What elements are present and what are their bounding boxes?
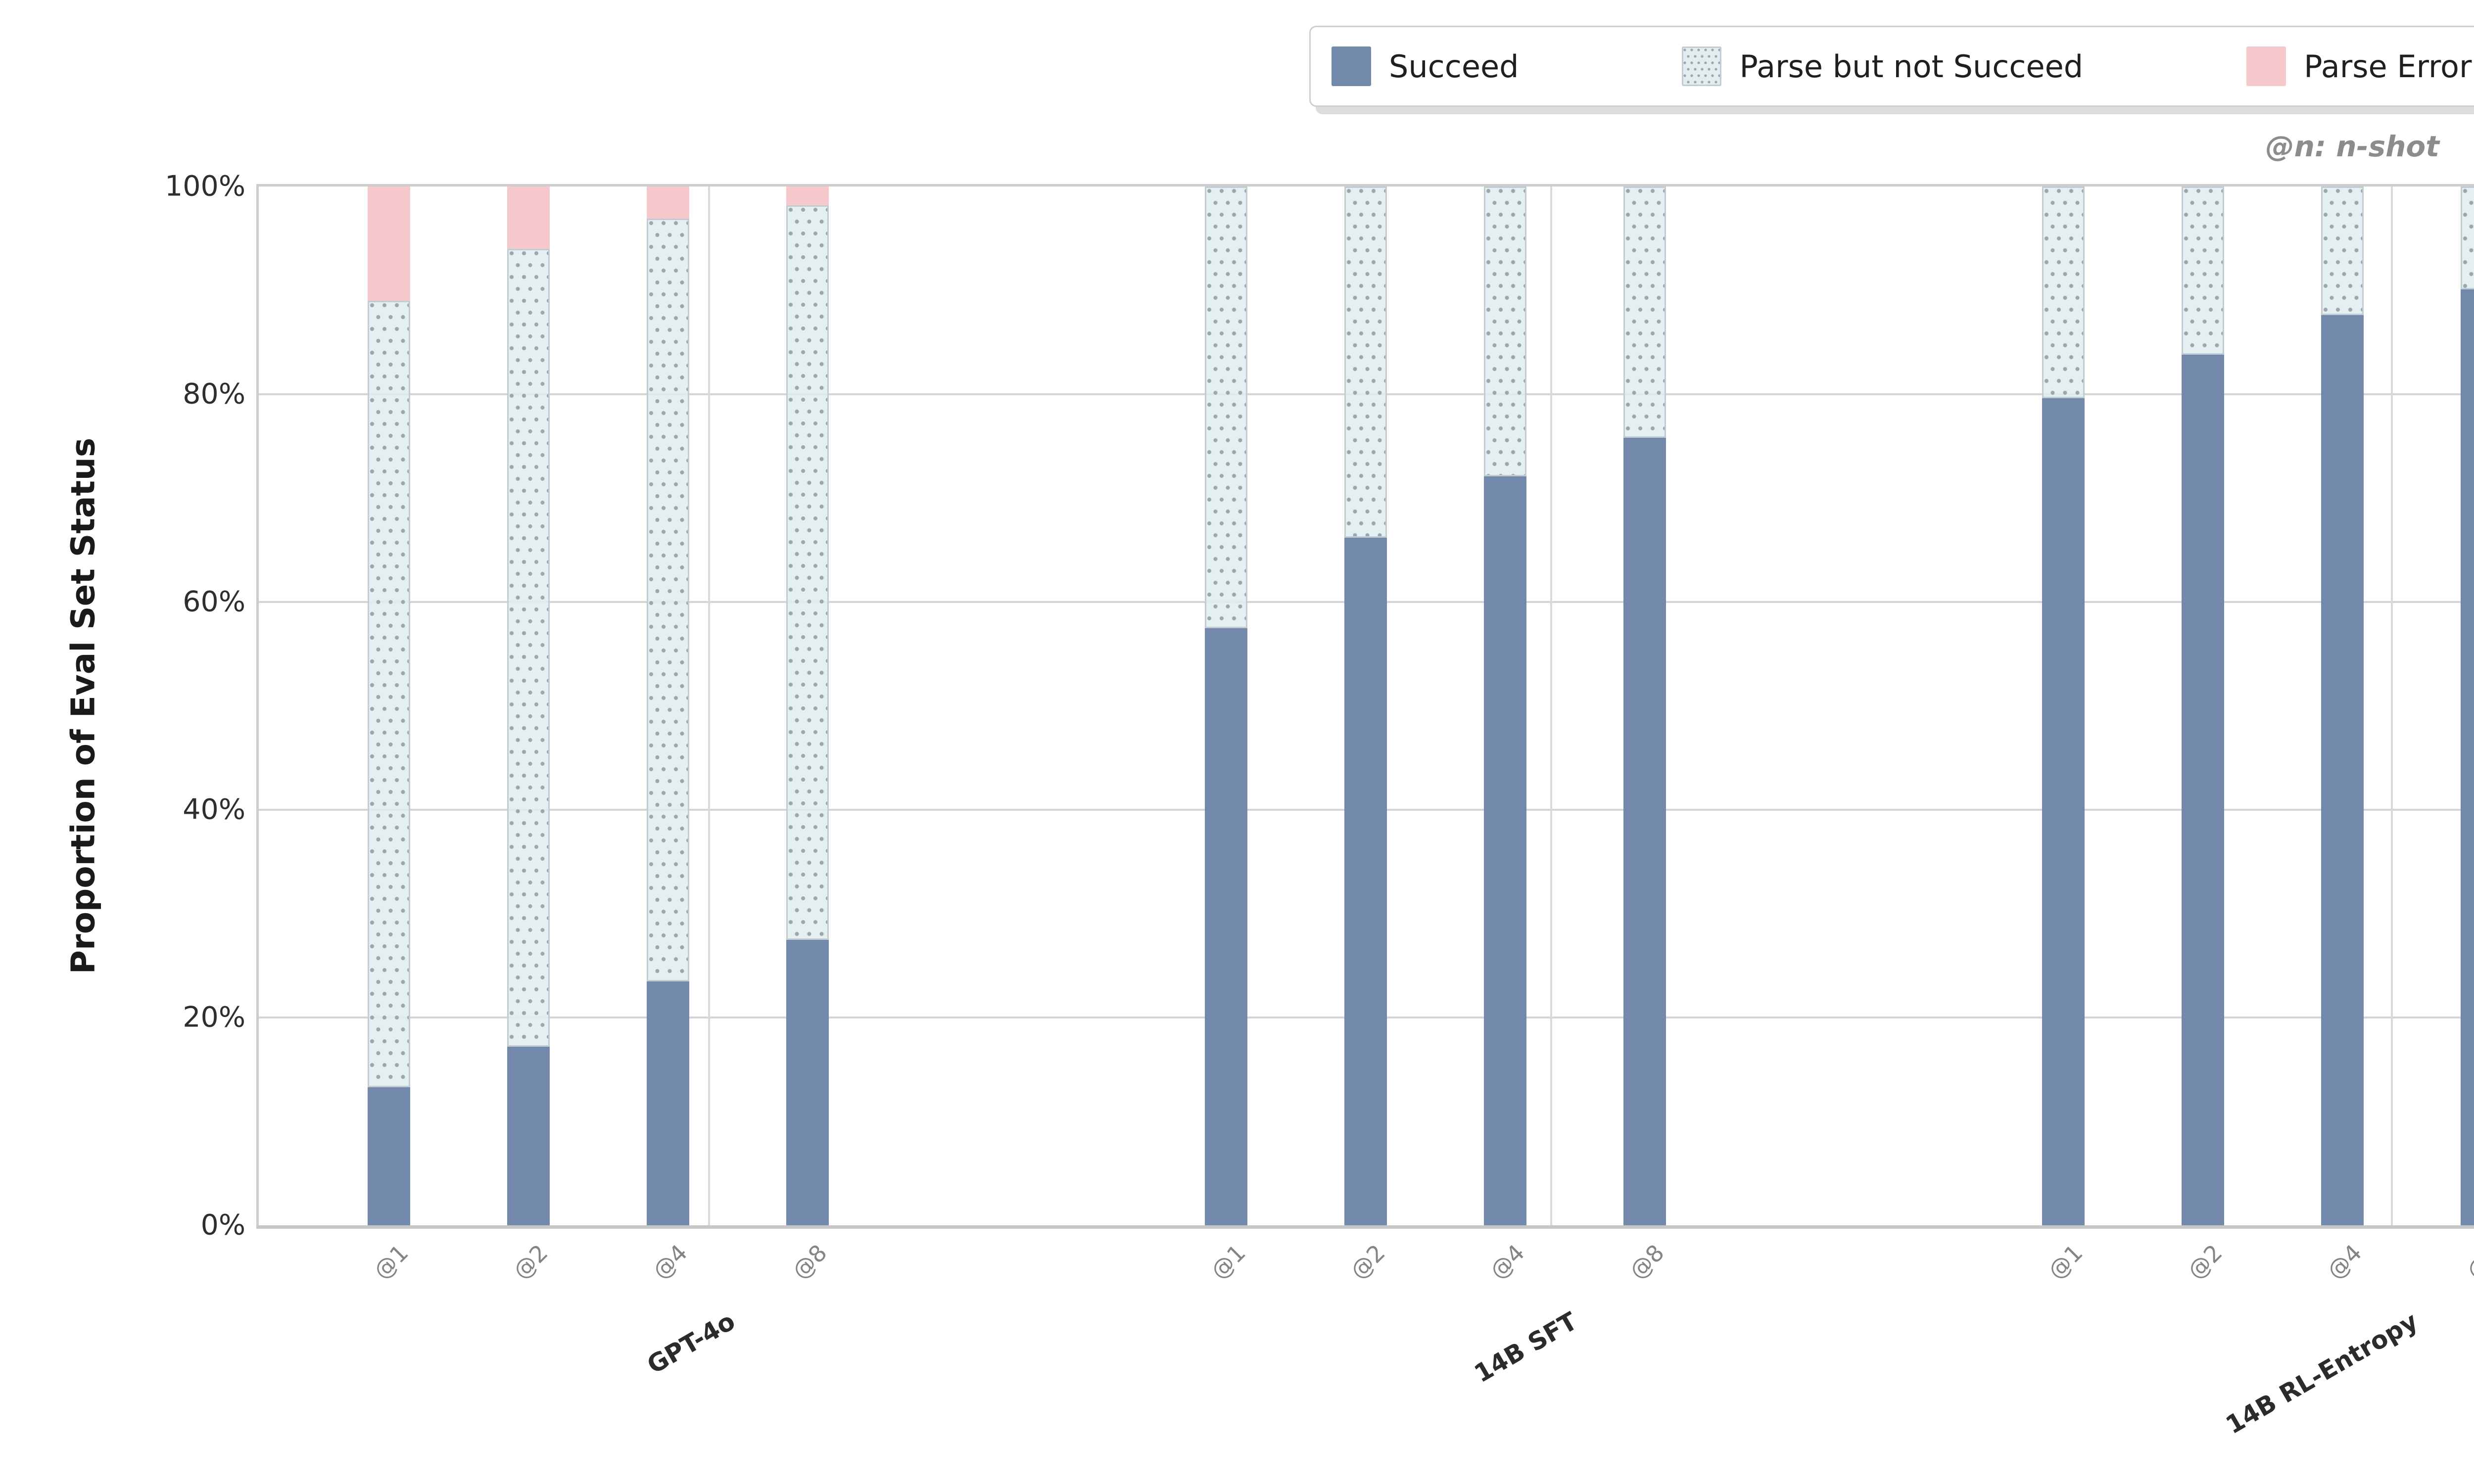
x-tick-label: @2	[2182, 1239, 2228, 1285]
bar-segment-parse-but-not-succeed	[507, 249, 550, 1047]
legend-item-parse-error: Parse Error	[2246, 46, 2472, 86]
bar-segment-parse-but-not-succeed	[1344, 186, 1387, 538]
stacked-bar	[2182, 186, 2224, 1225]
stacked-bar	[1205, 186, 1247, 1225]
x-tick-label: @2	[1344, 1239, 1390, 1285]
bar-segment-parse-but-not-succeed	[786, 205, 829, 940]
bar-segment-parse-but-not-succeed	[2321, 186, 2364, 316]
legend-swatch-parse-error-icon	[2246, 46, 2286, 86]
plot-area	[259, 186, 2474, 1225]
x-tick-label: @1	[2042, 1239, 2088, 1285]
y-tick-label: 80%	[183, 377, 245, 411]
bar-segment-succeed	[1344, 537, 1387, 1225]
stacked-bar	[1623, 186, 1666, 1225]
bar-segment-parse-but-not-succeed	[2461, 186, 2474, 289]
group-label: 14B RL-Entropy	[2221, 1306, 2423, 1440]
bar-segment-succeed	[2321, 315, 2364, 1225]
stacked-bar	[647, 186, 689, 1225]
x-tick-label: @1	[368, 1239, 414, 1285]
bar-segment-succeed	[1484, 476, 1526, 1225]
x-tick-label: @4	[647, 1239, 693, 1285]
y-tick-label: 60%	[183, 585, 245, 618]
legend-swatch-succeed-icon	[1332, 46, 1371, 86]
bar-segment-parse-error	[647, 186, 689, 219]
bar-segment-succeed	[786, 939, 829, 1225]
y-tick-label: 20%	[183, 1001, 245, 1034]
group-separator-gridline	[2391, 186, 2393, 1225]
legend-swatch-parse-not-succeed-icon	[1682, 46, 1722, 86]
legend-label-parse-error: Parse Error	[2304, 48, 2472, 85]
bar-segment-parse-error	[368, 186, 410, 301]
legend-item-parse-not-succeed: Parse but not Succeed	[1682, 46, 2083, 86]
y-axis-title: Proportion of Eval Set Status	[64, 437, 102, 974]
bar-segment-parse-but-not-succeed	[2182, 186, 2224, 355]
group-label: GPT-4o	[642, 1306, 740, 1380]
legend-label-parse-not-succeed: Parse but not Succeed	[1739, 48, 2084, 85]
x-tick-label: @4	[2321, 1239, 2367, 1285]
bar-segment-succeed	[2042, 398, 2085, 1225]
bar-segment-succeed	[1623, 438, 1666, 1225]
bar-segment-parse-but-not-succeed	[1205, 186, 1247, 628]
y-tick-label: 0%	[200, 1208, 245, 1242]
bar-segment-parse-but-not-succeed	[368, 301, 410, 1087]
plot-bottom-spine	[256, 1225, 2474, 1229]
plot-left-spine	[256, 184, 259, 1229]
plot-top-spine	[256, 184, 2474, 186]
annotation-n-shot: @n: n-shot	[2265, 130, 2439, 163]
bar-segment-succeed	[368, 1087, 410, 1225]
legend-item-succeed: Succeed	[1332, 46, 1519, 86]
stacked-bar	[368, 186, 410, 1225]
x-tick-label: @8	[1623, 1239, 1669, 1285]
bar-segment-parse-but-not-succeed	[2042, 186, 2085, 399]
stacked-bar	[1484, 186, 1526, 1225]
group-separator-gridline	[1550, 186, 1552, 1225]
bar-segment-parse-but-not-succeed	[647, 219, 689, 981]
x-tick-label: @8	[2461, 1239, 2474, 1285]
bar-segment-succeed	[2182, 355, 2224, 1225]
bar-segment-parse-error	[786, 186, 829, 205]
group-separator-gridline	[708, 186, 710, 1225]
bar-segment-succeed	[2461, 289, 2474, 1225]
stacked-bar	[2321, 186, 2364, 1225]
bar-segment-succeed	[1205, 628, 1247, 1225]
x-tick-label: @8	[786, 1239, 832, 1285]
bar-segment-succeed	[507, 1046, 550, 1225]
y-tick-label: 40%	[183, 793, 245, 826]
legend: Succeed Parse but not Succeed Parse Erro…	[1309, 26, 2474, 107]
stacked-bar	[786, 186, 829, 1225]
stacked-bar	[1344, 186, 1387, 1225]
bar-segment-succeed	[647, 981, 689, 1225]
stacked-bar	[507, 186, 550, 1225]
group-label: 14B SFT	[1469, 1306, 1582, 1389]
y-tick-label: 100%	[165, 170, 245, 203]
x-tick-label: @4	[1484, 1239, 1530, 1285]
bar-segment-parse-but-not-succeed	[1484, 186, 1526, 476]
legend-label-succeed: Succeed	[1389, 48, 1519, 85]
stacked-bar	[2042, 186, 2085, 1225]
bar-segment-parse-error	[507, 186, 550, 249]
stacked-bar	[2461, 186, 2474, 1225]
x-tick-label: @1	[1205, 1239, 1251, 1285]
bar-segment-parse-but-not-succeed	[1623, 186, 1666, 438]
x-tick-label: @2	[507, 1239, 553, 1285]
